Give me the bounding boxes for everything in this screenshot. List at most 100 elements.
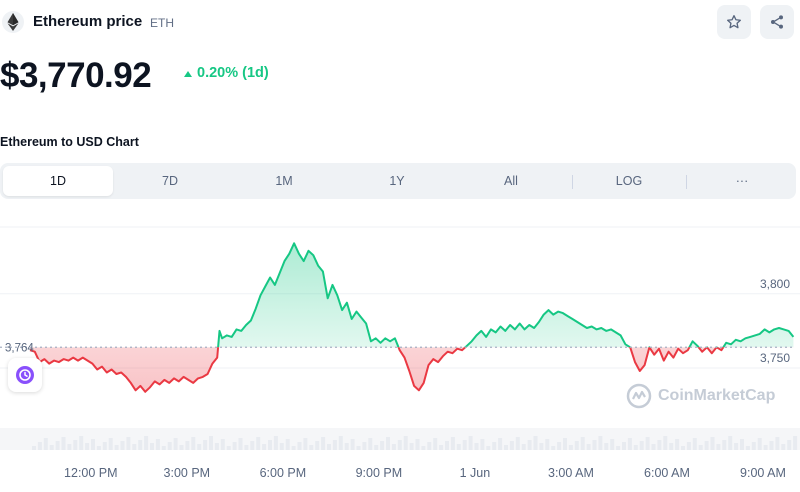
- chart-title: Ethereum to USD Chart: [0, 135, 139, 149]
- volume-bar: [79, 436, 84, 450]
- volume-bar: [439, 445, 444, 450]
- volume-bar: [781, 444, 786, 450]
- price-line-below: [29, 347, 725, 393]
- volume-bar: [633, 445, 638, 450]
- volume-bar: [716, 444, 721, 450]
- x-tick-label: 3:00 AM: [548, 466, 594, 480]
- volume-bar: [161, 446, 166, 450]
- volume-bar: [350, 439, 355, 450]
- volume-bar: [686, 442, 691, 450]
- volume-bar: [669, 443, 674, 450]
- coinmarketcap-logo-icon: [626, 383, 652, 409]
- watchlist-star-button[interactable]: [717, 5, 751, 39]
- tab-separator: [572, 175, 573, 189]
- volume-bar: [291, 446, 296, 450]
- volume-bar: [521, 444, 526, 450]
- volume-bar: [627, 438, 632, 450]
- volume-bar: [604, 443, 609, 450]
- volume-bar: [49, 445, 54, 450]
- volume-bar: [698, 445, 703, 450]
- volume-bar: [214, 443, 219, 450]
- baseline-label: 3,764: [5, 342, 34, 354]
- volume-bar: [421, 446, 426, 450]
- volume-bar: [85, 443, 90, 450]
- ethereum-logo-icon: [2, 11, 24, 33]
- volume-bar: [568, 445, 573, 450]
- coin-header: Ethereum price ETH: [0, 0, 800, 44]
- volume-bar: [391, 444, 396, 450]
- volume-bar: [539, 443, 544, 450]
- tab-1d[interactable]: 1D: [3, 166, 113, 196]
- volume-bar: [586, 444, 591, 450]
- volume-bar: [167, 442, 172, 450]
- volume-bar: [120, 441, 125, 450]
- volume-bar: [138, 440, 143, 450]
- x-tick-label: 3:00 PM: [164, 466, 211, 480]
- tab-7d[interactable]: 7D: [162, 174, 178, 188]
- volume-bar: [114, 445, 119, 450]
- tab-1y[interactable]: 1Y: [389, 174, 405, 188]
- volume-bar: [173, 438, 178, 450]
- volume-bar: [191, 437, 196, 450]
- volume-bar: [368, 438, 373, 450]
- volume-bar: [403, 436, 408, 450]
- volume-bar: [285, 439, 290, 450]
- history-button[interactable]: [8, 358, 42, 392]
- volume-bar: [433, 438, 438, 450]
- volume-bar: [315, 441, 320, 450]
- volume-bar: [775, 437, 780, 450]
- volume-bar: [710, 437, 715, 450]
- volume-bar: [37, 442, 42, 450]
- volume-bar: [220, 439, 225, 450]
- volume-bar: [580, 437, 585, 450]
- tab-separator: [686, 175, 687, 189]
- volume-bar: [751, 442, 756, 450]
- volume-bar: [616, 446, 621, 450]
- volume-bar: [108, 438, 113, 450]
- volume-bar: [639, 441, 644, 450]
- volume-bar: [533, 436, 538, 450]
- volume-bar: [498, 438, 503, 450]
- volume-bar: [232, 442, 237, 450]
- volume-bar: [651, 444, 656, 450]
- x-tick-label: 6:00 AM: [644, 466, 690, 480]
- volume-bar: [486, 446, 491, 450]
- volume-bar: [456, 444, 461, 450]
- y-tick-label: 3,750: [760, 351, 790, 365]
- current-price: $3,770.92: [0, 56, 152, 95]
- volume-bar: [179, 445, 184, 450]
- volume-bar: [338, 436, 343, 450]
- volume-bar: [622, 442, 626, 450]
- volume-bar: [144, 436, 149, 450]
- volume-bar: [303, 438, 308, 450]
- volume-bar: [681, 446, 685, 450]
- tab-log[interactable]: LOG: [615, 174, 643, 188]
- watermark-text: CoinMarketCap: [658, 387, 776, 404]
- price-change-up-icon: [184, 71, 192, 77]
- tab-more[interactable]: ···: [735, 174, 749, 188]
- volume-bar: [226, 446, 231, 450]
- volume-bar: [468, 436, 473, 450]
- price-chart[interactable]: 3,764 3,800 3,750 12:00 PM 3:00 PM 6:00 PM 9:0…: [0, 205, 800, 492]
- share-button[interactable]: [760, 5, 794, 39]
- volume-bar: [427, 442, 432, 450]
- volume-bar: [256, 437, 261, 450]
- volume-bar: [344, 443, 349, 450]
- tab-1m[interactable]: 1M: [275, 174, 293, 188]
- price-change-percent: 0.20% (1d): [197, 65, 269, 81]
- x-tick-label: 9:00 AM: [740, 466, 786, 480]
- volume-bar: [574, 441, 579, 450]
- volume-bar: [704, 441, 709, 450]
- volume-bar: [268, 440, 272, 450]
- coin-name: Ethereum price: [33, 13, 143, 30]
- tab-all[interactable]: All: [504, 174, 518, 188]
- coin-symbol: ETH: [150, 16, 174, 30]
- volume-bar: [598, 436, 603, 450]
- volume-bar: [262, 444, 267, 450]
- volume-bar: [397, 440, 402, 450]
- volume-bar: [67, 444, 72, 450]
- volume-bar: [203, 440, 208, 450]
- volume-bar: [787, 440, 792, 450]
- volume-bar: [32, 446, 36, 450]
- volume-bar: [769, 441, 774, 450]
